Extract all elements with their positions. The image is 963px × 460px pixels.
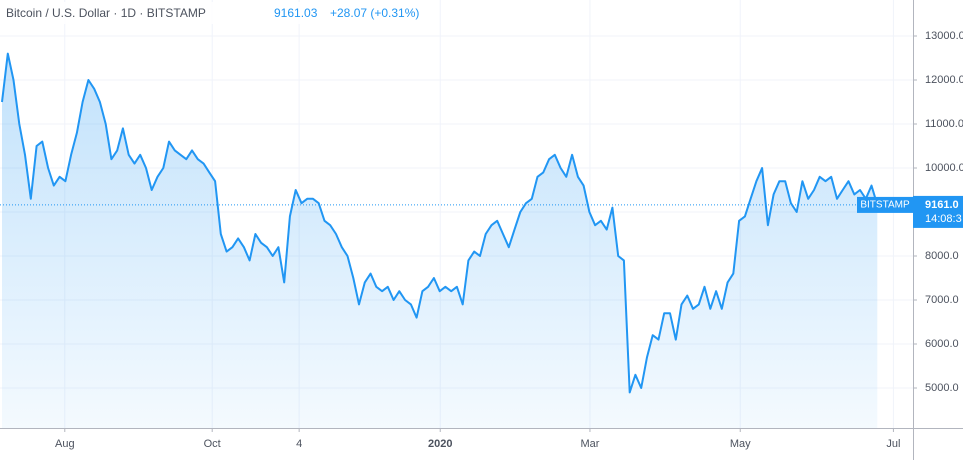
price-label-bg xyxy=(913,195,963,228)
price-label: 9161.0 xyxy=(925,199,959,211)
x-tick-label: 2020 xyxy=(428,438,452,450)
exchange-tag: BITSTAMP xyxy=(860,200,910,211)
x-tick-label: 4 xyxy=(296,438,302,450)
x-tick-label: May xyxy=(730,438,751,450)
price-line xyxy=(1,52,879,394)
y-tick-label: 10000.0 xyxy=(925,162,963,174)
countdown: 14:08:3 xyxy=(925,213,962,225)
x-tick-label: Mar xyxy=(580,438,599,450)
y-tick-label: 8000.0 xyxy=(925,250,959,262)
header-change: +28.07 (+0.31%) xyxy=(330,6,419,20)
x-tick-label: Aug xyxy=(55,438,75,450)
area-fill xyxy=(2,53,878,428)
y-tick-label: 6000.0 xyxy=(925,338,959,350)
y-tick-label: 11000.0 xyxy=(925,118,963,130)
exchange-tag-bg xyxy=(857,196,913,213)
x-tick-label: Oct xyxy=(204,438,221,450)
x-tick-label: Jul xyxy=(886,438,900,450)
y-tick-label: 5000.0 xyxy=(925,382,959,394)
header-bg xyxy=(0,2,430,24)
y-tick-label: 12000.0 xyxy=(925,74,963,86)
header-price: 9161.03 xyxy=(274,6,318,20)
y-tick-label: 13000.0 xyxy=(925,30,963,42)
y-tick-label: 7000.0 xyxy=(925,294,959,306)
symbol-title: Bitcoin / U.S. Dollar · 1D · BITSTAMP xyxy=(6,6,206,20)
